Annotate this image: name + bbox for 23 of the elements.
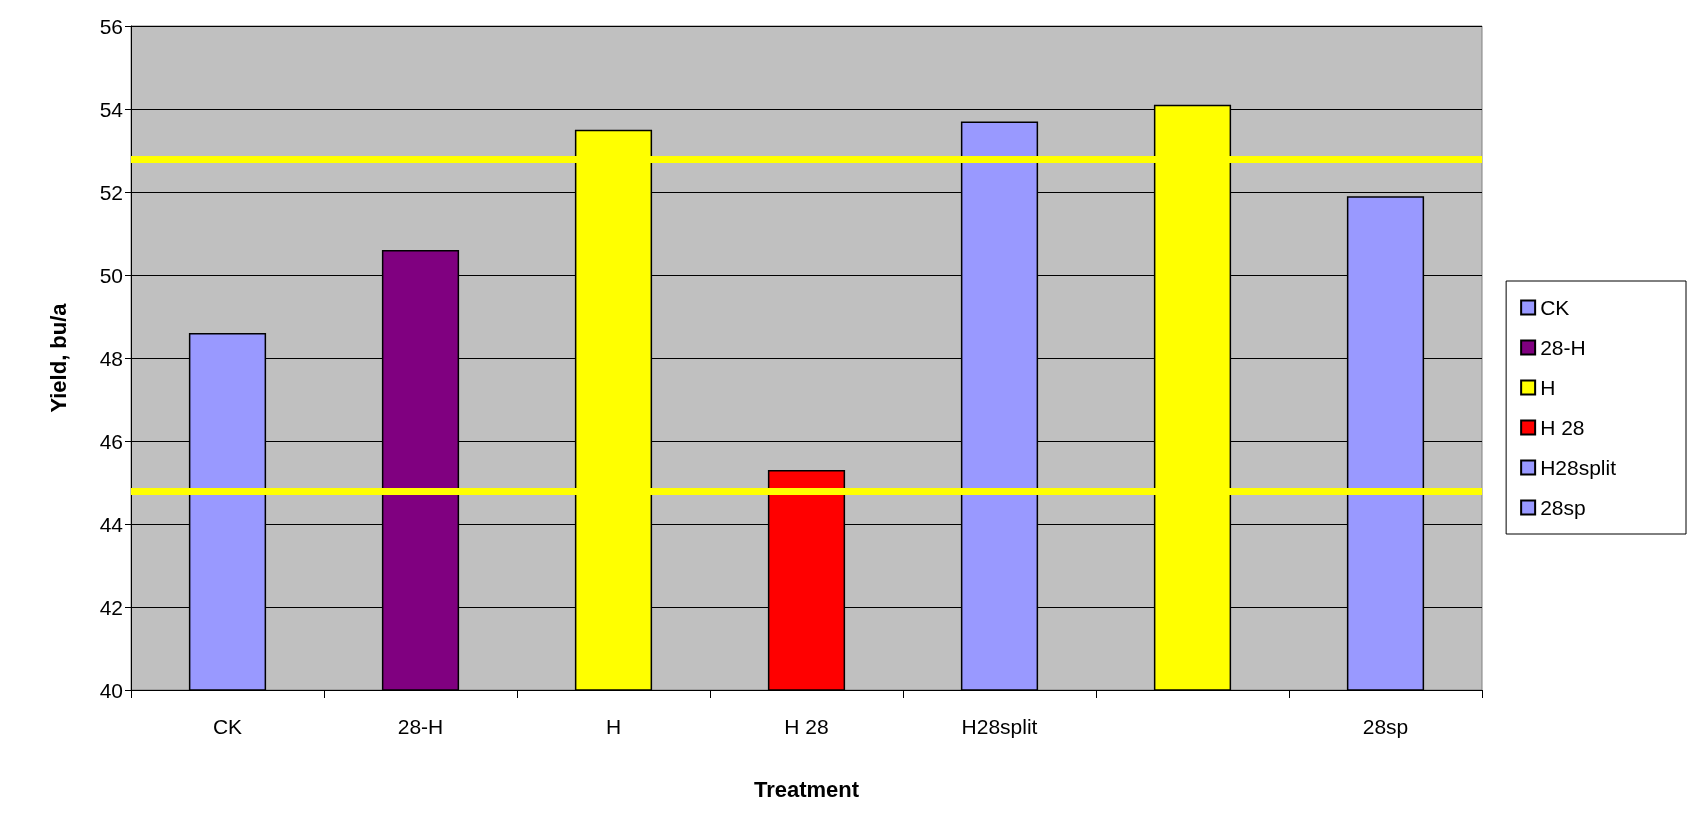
legend-label: H28split bbox=[1540, 456, 1617, 479]
legend-label: H 28 bbox=[1540, 416, 1585, 439]
x-axis-title: Treatment bbox=[753, 776, 860, 802]
y-tick-label: 40 bbox=[99, 678, 123, 702]
legend-label: 28sp bbox=[1540, 496, 1586, 519]
x-tick-label: H28split bbox=[961, 715, 1038, 738]
legend-label: 28-H bbox=[1540, 336, 1586, 359]
y-tick-label: 42 bbox=[99, 595, 123, 619]
y-tick-label: 44 bbox=[99, 512, 124, 536]
y-tick-label: 48 bbox=[99, 346, 123, 370]
x-tick-label: H 28 bbox=[784, 715, 829, 738]
y-tick-label: 50 bbox=[99, 263, 123, 287]
x-tick-label: 28-H bbox=[397, 715, 444, 738]
y-tick-label: 56 bbox=[99, 14, 123, 38]
y-tick-label: 54 bbox=[99, 97, 124, 121]
x-tick-label: 28sp bbox=[1362, 715, 1409, 738]
y-tick-label: 52 bbox=[99, 180, 123, 204]
y-tick-label: 46 bbox=[99, 429, 123, 453]
x-tick-label: H bbox=[605, 715, 622, 738]
legend-label: CK bbox=[1540, 296, 1570, 319]
y-axis-title: Yield, bu/a bbox=[45, 302, 71, 413]
x-tick-label: CK bbox=[212, 715, 243, 738]
legend-label: H bbox=[1540, 376, 1556, 399]
